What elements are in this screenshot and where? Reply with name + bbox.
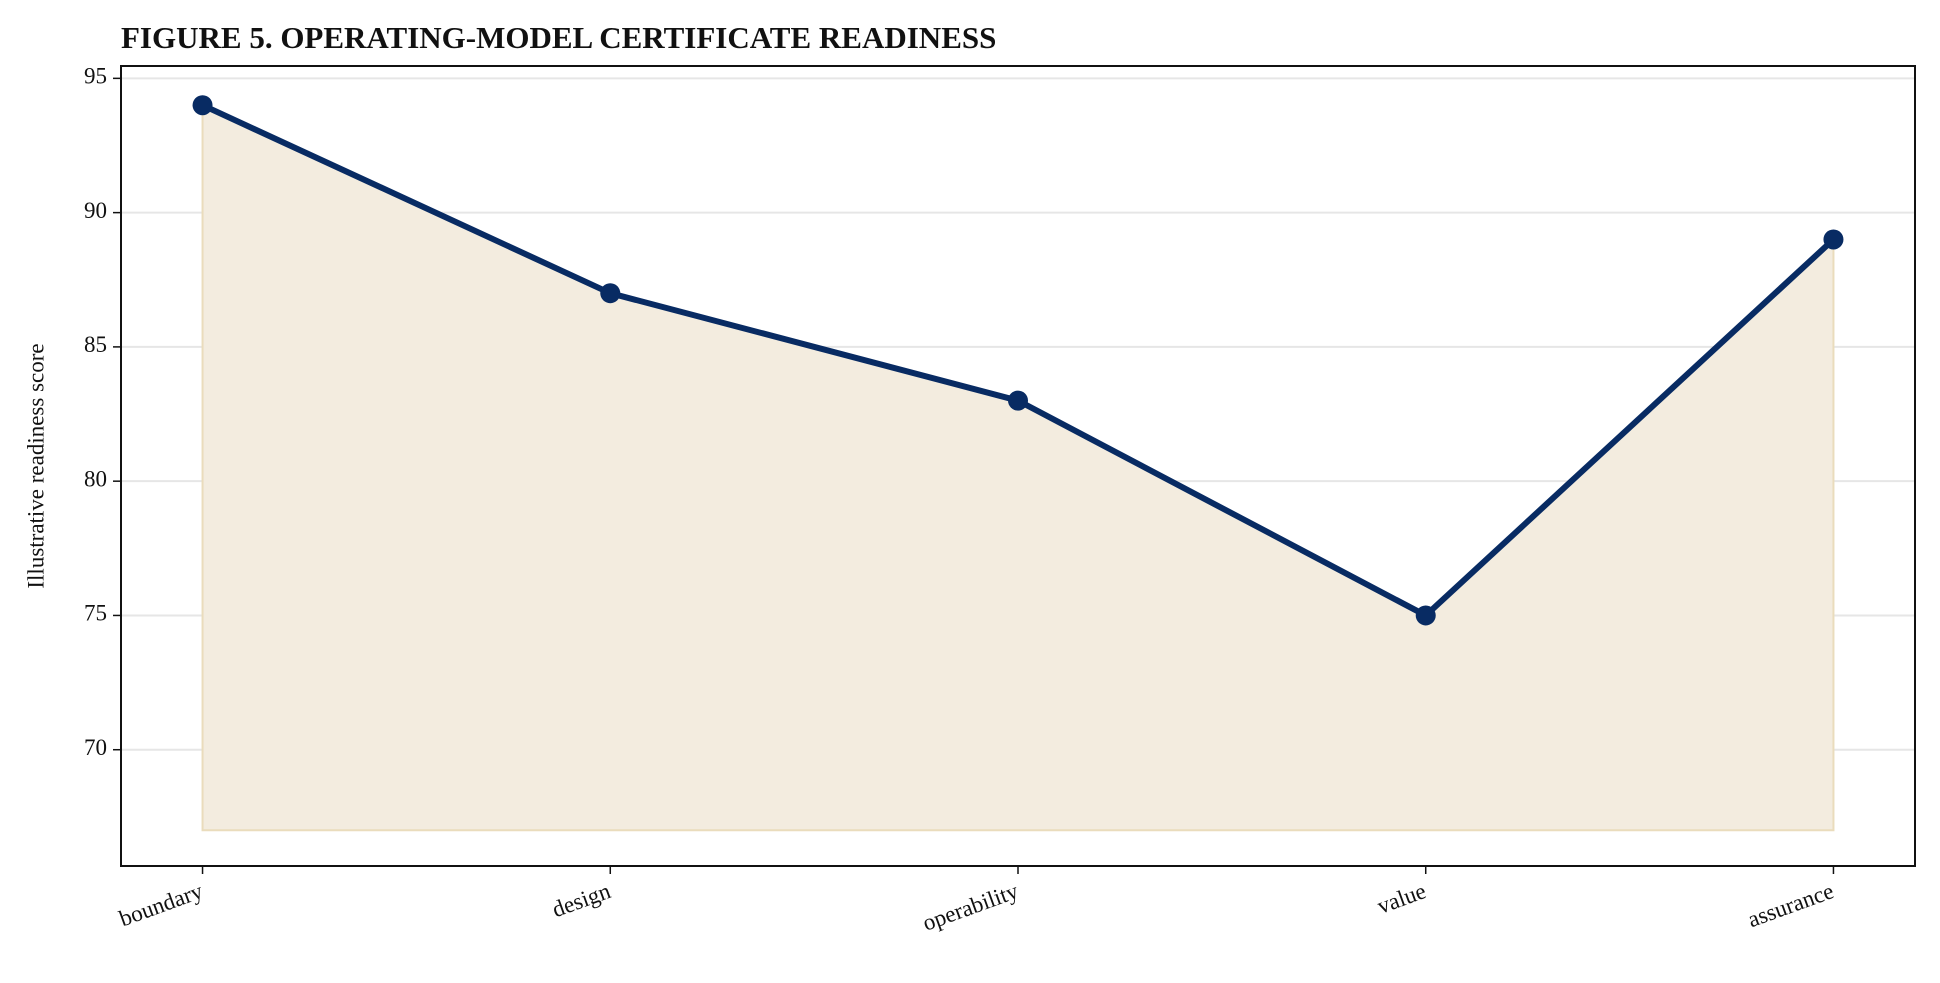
y-axis-label: Illustrative readiness score [23, 343, 48, 588]
x-tick-label: design [549, 878, 614, 922]
y-tick-label: 85 [84, 332, 107, 357]
y-tick-label: 80 [84, 466, 107, 491]
y-tick-label: 70 [84, 735, 107, 760]
marker [1823, 229, 1844, 250]
y-tick-label: 75 [84, 601, 107, 626]
marker [192, 95, 213, 116]
marker [600, 283, 621, 304]
x-tick-label: operability [919, 878, 1022, 936]
x-tick-label: value [1374, 878, 1429, 919]
x-tick-label: boundary [116, 878, 207, 931]
chart-title: FIGURE 5. OPERATING-MODEL CERTIFICATE RE… [121, 20, 996, 55]
x-tick-label: assurance [1744, 878, 1837, 932]
y-tick-label: 95 [84, 64, 107, 89]
y-tick-label: 90 [84, 198, 107, 223]
marker [1415, 605, 1436, 626]
plot-frame [120, 65, 1916, 867]
marker [1008, 390, 1028, 411]
